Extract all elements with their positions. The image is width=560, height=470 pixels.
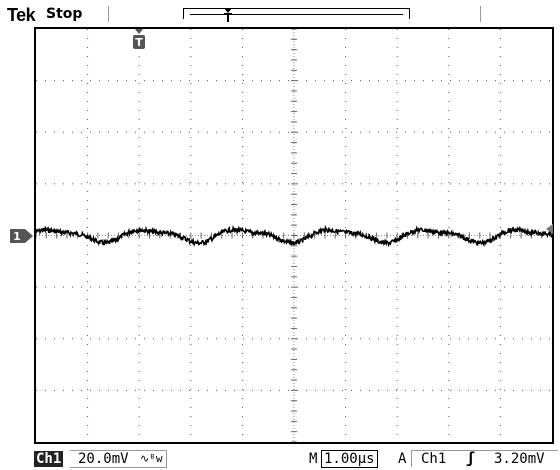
channel-label[interactable]: Ch1 — [34, 451, 64, 467]
top-status-bar: Tek Stop — [0, 0, 560, 26]
channel1-ground-marker-icon[interactable]: 1 — [10, 228, 34, 244]
trigger-marker-label: T — [135, 36, 143, 49]
center-axes — [36, 29, 552, 442]
trigger-source[interactable]: Ch1 — [421, 451, 447, 467]
trigger-box — [411, 450, 558, 467]
trigger-level[interactable]: 3.20mV — [494, 451, 545, 467]
graticule-display — [34, 27, 554, 444]
time-per-div[interactable]: 1.00µs — [321, 450, 378, 468]
trigger-level-marker-icon — [546, 224, 553, 234]
brand-logo: Tek — [7, 5, 36, 25]
timebase-prefix: M — [309, 451, 318, 467]
volts-per-div: 20.0mV — [78, 451, 129, 467]
acquisition-status: Stop — [46, 6, 83, 22]
rising-edge-icon: ʃ — [466, 449, 476, 467]
graticule — [36, 29, 552, 442]
bandwidth-limit-icon: ∿ᴮw — [140, 452, 163, 465]
status-divider — [108, 6, 109, 22]
trigger-position-marker-icon[interactable]: T — [132, 29, 146, 51]
channel-marker-label: 1 — [13, 230, 21, 243]
record-trigger-marker-icon — [224, 8, 232, 22]
trigger-mode-prefix: A — [398, 451, 407, 467]
volts-box — [70, 450, 167, 468]
channel1-trace — [36, 224, 552, 248]
status-divider — [480, 6, 481, 22]
record-position-bar[interactable] — [183, 8, 410, 19]
bottom-status-bar: Ch1 20.0mV ∿ᴮw M 1.00µs A Ch1 ʃ 3.20mV — [0, 448, 560, 470]
